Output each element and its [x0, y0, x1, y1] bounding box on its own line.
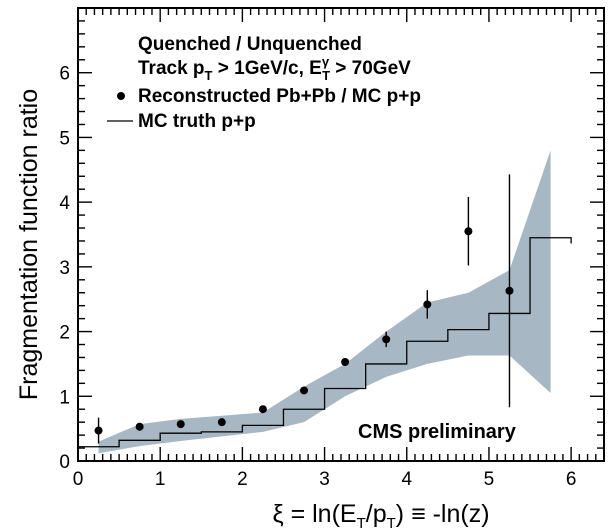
data-point	[94, 426, 103, 435]
data-point	[505, 286, 514, 295]
legend: Quenched / Unquenched Track pT > 1GeV/c,…	[107, 34, 421, 132]
x-tick-label: 1	[155, 469, 166, 490]
data-point	[300, 386, 309, 395]
y-tick-label: 4	[59, 193, 70, 214]
y-tick-label: 0	[59, 452, 70, 473]
y-axis-label: Fragmentation function ratio	[15, 89, 43, 400]
y-tick-label: 3	[59, 258, 70, 279]
x-axis-label: ξ = ln(ET/pT) ≡ -ln(z)	[272, 500, 489, 529]
x-tick-label: 0	[73, 469, 84, 490]
axis-ticks-layer: 0 1 2 3 4 5 6 0 1 2 3 4 5 6	[59, 7, 605, 490]
data-point	[258, 405, 267, 414]
y-tick-label: 2	[59, 323, 70, 344]
legend-marker-reco	[117, 92, 125, 100]
legend-header-2: Track pT > 1GeV/c, Eγ T > 70GeV	[138, 54, 411, 83]
legend-header-1: Quenched / Unquenched	[138, 34, 362, 55]
data-point	[135, 422, 144, 431]
data-point	[217, 418, 226, 427]
y-tick-label: 5	[59, 128, 70, 149]
data-point	[341, 357, 350, 366]
legend-entry-mctruth: MC truth p+p	[138, 111, 256, 132]
x-tick-label: 6	[566, 469, 577, 490]
y-tick-label: 1	[59, 387, 70, 408]
data-point	[464, 227, 473, 236]
x-tick-label: 4	[401, 469, 412, 490]
mc-truth-step-line	[78, 237, 572, 448]
data-point	[423, 300, 432, 309]
cms-preliminary-label: CMS preliminary	[358, 421, 517, 443]
data-point	[176, 420, 185, 429]
mc-truth-histogram-layer	[78, 237, 572, 448]
x-tick-label: 3	[319, 469, 330, 490]
data-points-layer	[94, 174, 514, 444]
y-tick-label: 6	[59, 64, 70, 85]
x-tick-label: 2	[237, 469, 248, 490]
data-point	[382, 335, 391, 344]
x-tick-label: 5	[484, 469, 495, 490]
legend-entry-reco: Reconstructed Pb+Pb / MC p+p	[138, 86, 421, 107]
